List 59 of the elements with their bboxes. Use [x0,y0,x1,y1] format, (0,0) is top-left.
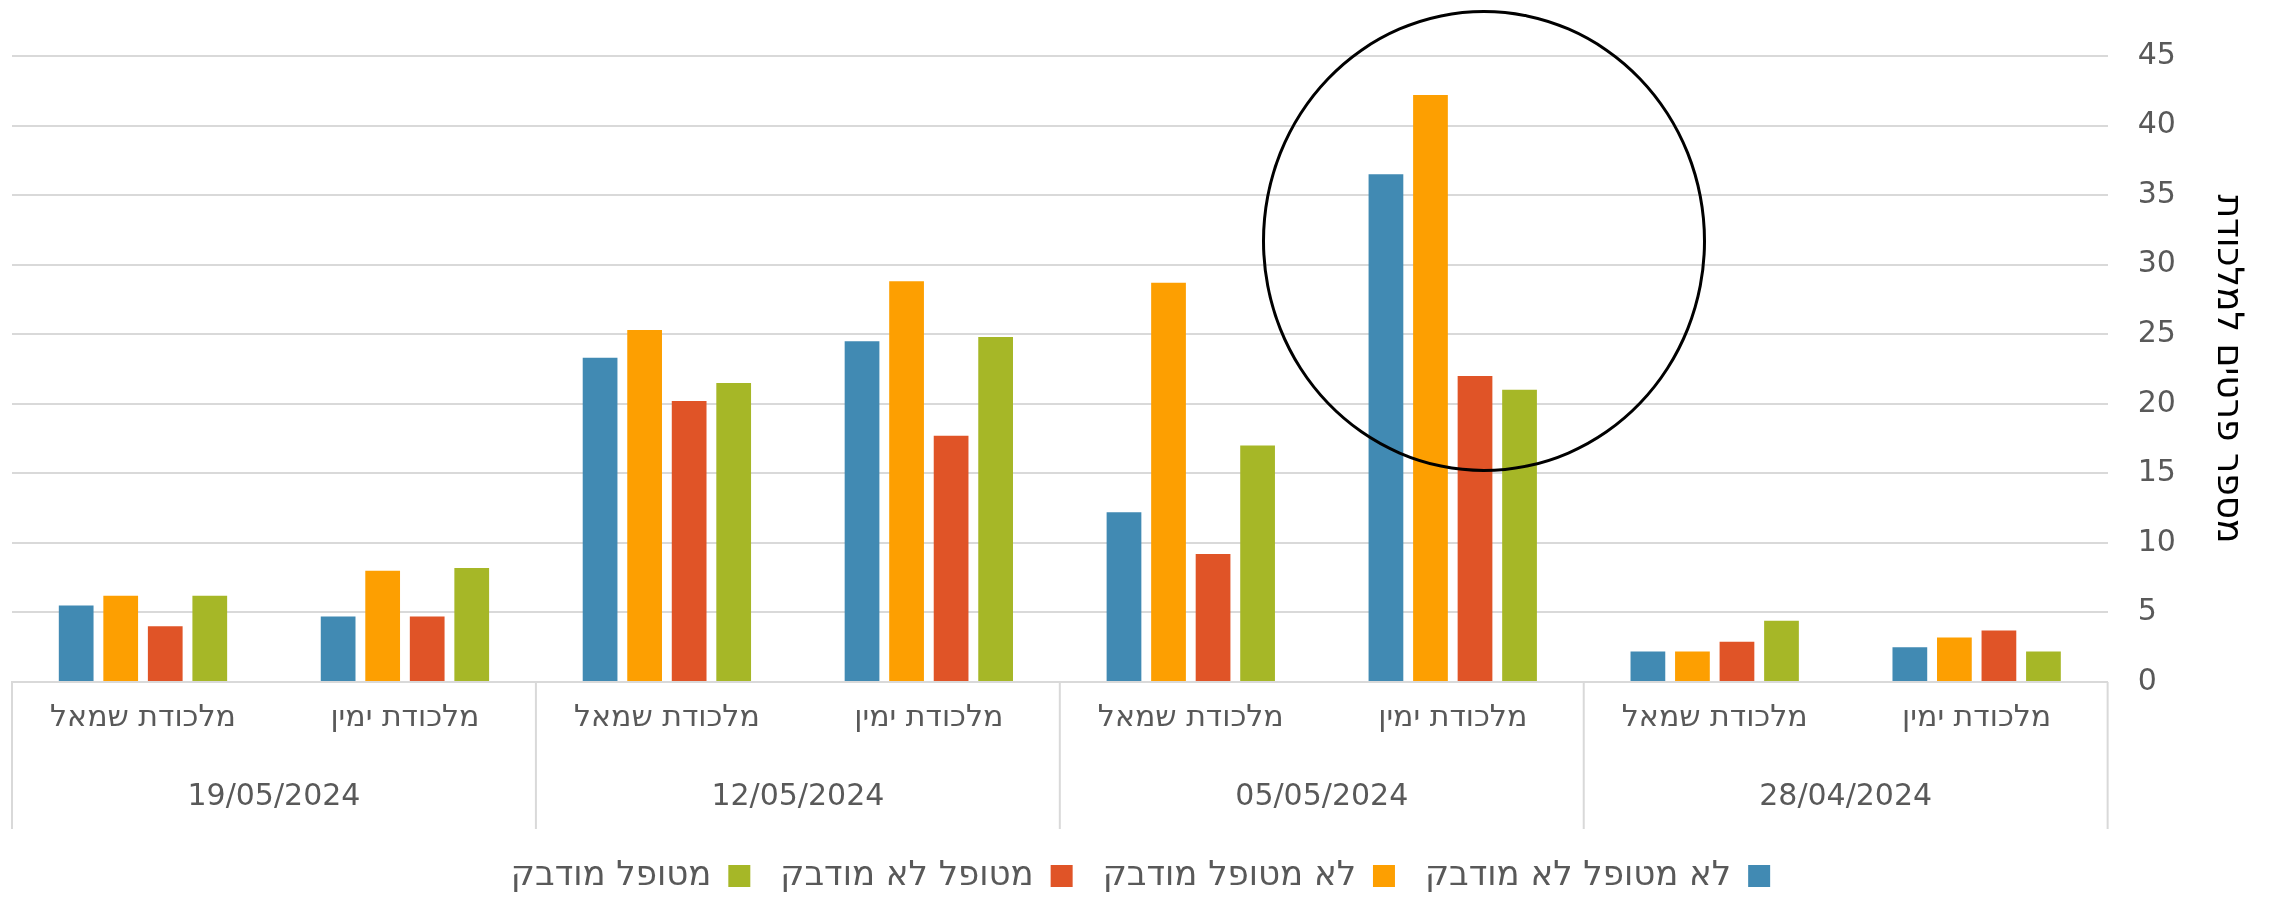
bar [1764,620,1799,681]
y-axis-title: מספר פרטים למלכודת [2210,194,2252,544]
bar [1981,630,2017,681]
bar [58,605,94,681]
bar [320,616,356,681]
legend-label: לא מטופל לא מודבק [1424,852,1732,893]
y-tick-label: 5 [2137,592,2157,628]
text: 28/04/2024 [1759,776,1933,812]
text: 19/05/2024 [187,776,361,812]
bar [844,341,880,681]
legend-label: מטופל מודבק [510,852,712,893]
bar [933,435,969,681]
bar [582,357,618,681]
y-tick-label: 30 [2137,244,2176,280]
y-tick-label: 40 [2137,105,2176,141]
bar [409,616,445,681]
bar [1502,389,1537,681]
bar [103,595,139,681]
legend-label: לא מטופל מודבק [1102,852,1356,893]
bar [1106,512,1142,681]
bar [454,567,490,681]
x-tick-label: מלכודת ימין [1902,697,2052,733]
y-tick-label: 35 [2137,174,2176,210]
legend-label: מטופל לא מודבק [780,852,1034,893]
bar [147,626,183,681]
y-tick-label: 45 [2137,35,2176,71]
bar [1892,647,1928,681]
y-tick-label: 0 [2137,661,2157,697]
bar [365,570,401,681]
x-tick-label: מלכודת שמאל [50,697,236,733]
bar [2026,651,2061,681]
y-tick-label: 10 [2137,522,2176,558]
bar [1719,641,1755,681]
bar [1413,94,1448,681]
bar [1151,282,1186,681]
bar [192,595,228,681]
text: 05/05/2024 [1235,776,1409,812]
x-tick-label: מלכודת ימין [330,697,480,733]
bar [671,401,707,681]
x-tick-label: מלכודת ימין [1378,697,1528,733]
bar [1195,554,1231,681]
bar [1240,445,1275,681]
x-tick-label: מלכודת ימין [854,697,1004,733]
y-tick-label: 15 [2137,453,2176,489]
bar [889,281,924,681]
bar [978,337,1013,681]
bar [1368,174,1404,681]
bar [716,382,752,681]
bar [1675,651,1710,681]
bar [627,330,662,681]
x-tick-label: מלכודת שמאל [573,697,760,733]
y-tick-label: 20 [2137,383,2176,419]
text: 12/05/2024 [711,776,885,812]
x-tick-label: מלכודת שמאל [1621,697,1808,733]
bar [1630,651,1666,681]
bar [1457,375,1493,681]
y-tick-label: 25 [2137,314,2176,350]
x-tick-label: מלכודת שמאל [1097,697,1284,733]
bar [1937,637,1972,681]
